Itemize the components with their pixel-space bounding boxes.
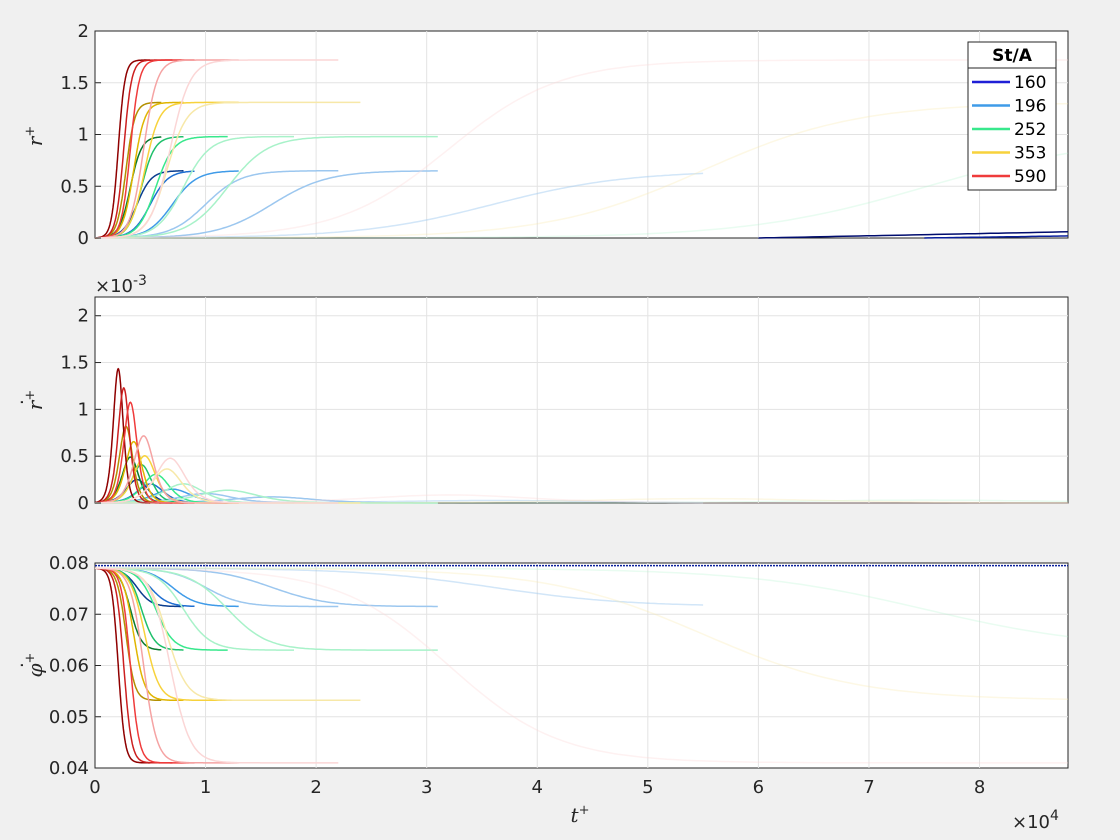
series-line-angular-velocity <box>94 567 1068 764</box>
panel-radius: 0 0.5 1 1.5 2 r+ St/A 160 196 252 353 590 <box>23 21 1069 249</box>
series-line-angular-velocity <box>95 567 239 764</box>
panel-radius-rate: 00.511.52 ×10-3 r+ · <box>12 273 1069 514</box>
xtick-label: 1 <box>200 777 211 798</box>
ytick-label: 0.07 <box>49 604 89 625</box>
curves-radius <box>94 59 1069 239</box>
exponent-label-radius-rate: ×10-3 <box>95 273 147 297</box>
ytick-label: 2 <box>78 306 89 327</box>
grid-radius-rate <box>95 297 1068 503</box>
legend-box <box>967 41 1057 191</box>
series-line-radius <box>95 172 704 239</box>
legend-entry-label: 353 <box>1014 144 1046 164</box>
xtick-label: 8 <box>974 777 985 798</box>
xticks-angular-velocity: 0 1 2 3 4 5 6 7 8 <box>89 777 985 798</box>
ylabel-radius: r+ <box>23 126 47 146</box>
series-line-angular-velocity <box>95 567 1069 700</box>
series-line-angular-velocity <box>95 567 195 764</box>
ytick-label: 1.5 <box>60 73 89 94</box>
series-line-radius <box>95 135 438 239</box>
series-line-angular-velocity <box>95 567 1069 638</box>
ytick-label: 0 <box>78 228 89 249</box>
series-line-radius <box>95 152 1069 239</box>
legend-entry-label: 196 <box>1014 97 1046 117</box>
xtick-label: 2 <box>310 777 321 798</box>
ytick-label: 1 <box>78 399 89 420</box>
series-line-radius <box>924 235 1069 239</box>
series-line-angular-velocity <box>95 567 339 764</box>
ylabel-angular-velocity: φ+ <box>23 653 47 678</box>
legend-entry-label: 160 <box>1014 73 1046 93</box>
series-line-radius-rate <box>95 425 162 504</box>
series-line-angular-velocity <box>95 567 438 608</box>
ylabel-dot-angular-velocity: · <box>12 662 33 668</box>
axes-box-radius-rate <box>94 296 1069 504</box>
legend-entry-label: 590 <box>1014 167 1046 187</box>
grid-angular-velocity <box>95 563 1068 768</box>
yticks-angular-velocity: 0.04 0.05 0.06 0.07 0.08 <box>49 553 101 779</box>
ytick-label: 0.06 <box>49 656 89 677</box>
series-line-radius <box>95 170 438 239</box>
xtick-label: 3 <box>421 777 432 798</box>
curves-radius-rate <box>94 367 1068 504</box>
series-line-radius <box>95 102 1069 239</box>
yticks-radius: 0 0.5 1 1.5 2 <box>60 21 101 249</box>
series-line-radius <box>95 59 195 239</box>
legend-entry-label: 252 <box>1014 120 1046 140</box>
series-line-angular-velocity <box>95 567 704 606</box>
series-line-radius <box>95 59 339 239</box>
series-line-radius <box>95 59 151 239</box>
ytick-label: 0 <box>78 493 89 514</box>
series-line-radius-rate <box>94 401 195 504</box>
series-line-radius-rate <box>95 435 239 504</box>
ytick-label: 2 <box>78 21 89 42</box>
legend-title: St/A <box>992 46 1033 66</box>
xtick-label: 7 <box>863 777 874 798</box>
yticks-radius-rate: 0 0.5 1 1.5 2 <box>60 306 101 514</box>
series-line-radius-rate <box>95 457 339 504</box>
legend[interactable]: St/A 160 196 252 353 590 <box>967 41 1057 191</box>
series-line-radius <box>95 59 239 239</box>
ytick-label: 0.5 <box>60 176 89 197</box>
legend-entries: 160 196 252 353 590 <box>972 73 1046 187</box>
series-line-radius-rate <box>95 367 151 504</box>
ytick-label: 0.05 <box>49 707 89 728</box>
series-line-angular-velocity <box>95 567 438 651</box>
xlabel-time: t+ <box>571 803 590 827</box>
xtick-label: 5 <box>642 777 653 798</box>
series-line-radius <box>758 231 1069 239</box>
ytick-label: 0.08 <box>49 553 89 574</box>
series-line-radius <box>95 59 1068 239</box>
ytick-label: 0.04 <box>49 758 89 779</box>
x-exponent-label: ×104 <box>1012 808 1059 833</box>
xtick-label: 4 <box>532 777 543 798</box>
series-line-radius-rate <box>95 494 1068 504</box>
panel-angular-velocity: 0.04 0.05 0.06 0.07 0.08 0 1 2 3 4 5 6 7 8 φ+ · t+ ×… <box>12 553 1069 833</box>
xtick-label: 6 <box>753 777 764 798</box>
xtick-label: 0 <box>89 777 100 798</box>
ytick-label: 1 <box>78 125 89 146</box>
ylabel-dot-radius-rate: · <box>12 399 33 405</box>
ytick-label: 1.5 <box>60 353 89 374</box>
series-line-angular-velocity <box>95 567 151 764</box>
curves-angular-velocity <box>94 564 1069 764</box>
series-line-angular-velocity <box>95 567 239 702</box>
ytick-label: 0.5 <box>60 446 89 467</box>
series-line-radius <box>95 135 294 239</box>
